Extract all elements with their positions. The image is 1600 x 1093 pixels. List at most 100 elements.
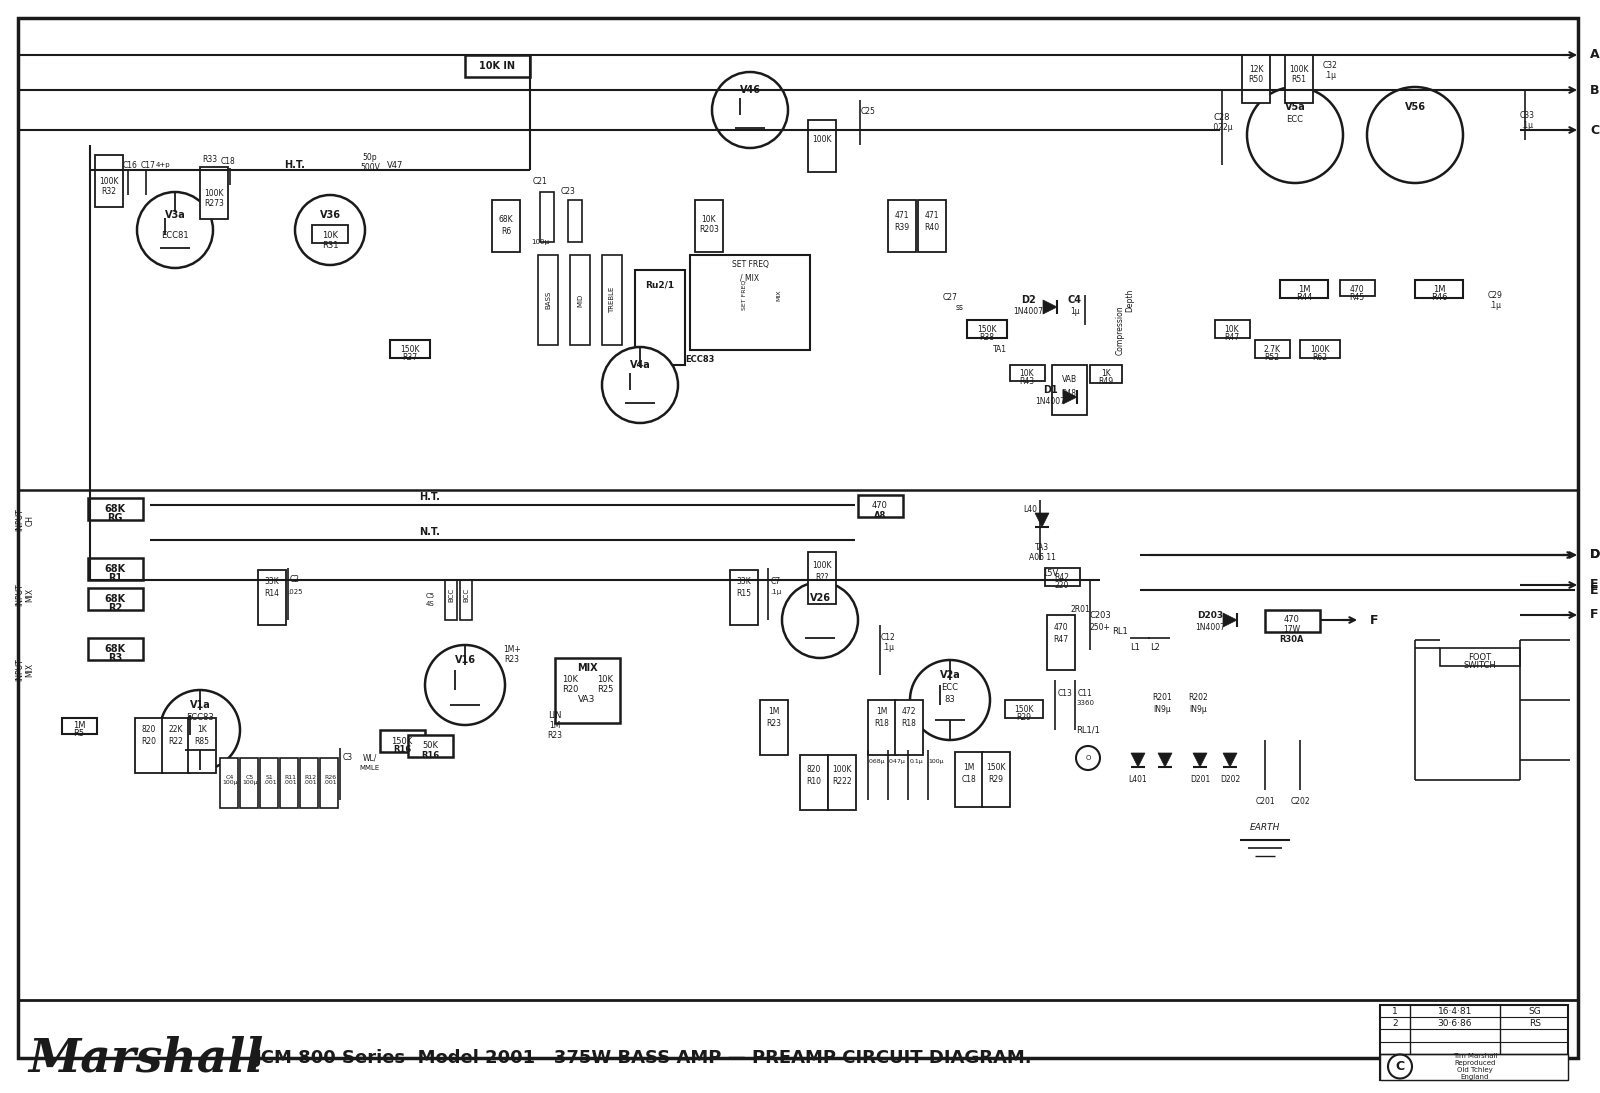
Text: 250+: 250+ [1090,623,1110,633]
Text: 50K: 50K [422,741,438,751]
Text: 2R01: 2R01 [1070,606,1090,614]
Text: 2: 2 [1392,1019,1398,1027]
Text: 17W: 17W [1283,625,1301,635]
Text: 100K: 100K [832,765,851,775]
Text: R50: R50 [1248,75,1264,84]
Text: R16: R16 [394,745,411,754]
Bar [1266,610,1320,632]
Text: MID: MID [578,293,582,307]
Text: RG: RG [107,513,123,522]
Text: 83: 83 [944,695,955,705]
Text: .1μ: .1μ [770,589,782,595]
Text: C2: C2 [290,576,301,585]
Bar [200,167,229,219]
Text: SET FREQ: SET FREQ [731,260,768,270]
Text: F: F [1590,609,1598,622]
Text: R42: R42 [1054,573,1069,581]
Text: R49: R49 [1099,377,1114,387]
Text: C13: C13 [1058,689,1072,697]
Text: R??: R?? [816,573,829,581]
Polygon shape [1043,299,1058,314]
Polygon shape [1222,613,1237,627]
Bar [134,718,163,773]
Circle shape [602,346,678,423]
Text: 1M+: 1M+ [502,646,522,655]
Text: C17: C17 [141,161,155,169]
Text: VA3: VA3 [578,695,595,705]
Text: WL/: WL/ [363,753,378,763]
Text: 4+p: 4+p [155,162,170,168]
Bar [189,718,216,773]
Text: SWITCH: SWITCH [1464,661,1496,670]
Text: C28: C28 [1214,114,1230,122]
Text: ECC: ECC [941,683,958,693]
Text: R16: R16 [421,751,438,760]
Bar [730,571,758,625]
Bar [62,718,98,734]
Bar [555,658,621,722]
Text: L1: L1 [1130,644,1139,653]
Text: R273: R273 [205,200,224,209]
Bar [301,759,318,808]
Text: 1M: 1M [1432,284,1445,294]
Text: 1M: 1M [768,707,779,717]
Bar [858,495,902,517]
Bar [493,200,520,252]
Text: BCC: BCC [462,588,469,602]
Circle shape [426,645,506,725]
Bar [808,552,835,604]
Text: R203: R203 [699,225,718,235]
Text: 1K: 1K [197,726,206,734]
Bar [1242,55,1270,103]
Text: RS: RS [1530,1019,1541,1027]
Text: 220: 220 [1054,580,1069,589]
Polygon shape [1131,753,1146,767]
Text: 10K: 10K [322,232,338,240]
Bar [1341,280,1374,296]
Text: 1N4007: 1N4007 [1013,307,1043,317]
Text: H.T.: H.T. [285,160,306,171]
Text: A06 11: A06 11 [1029,553,1056,563]
Text: VAB: VAB [1061,376,1077,385]
Text: R62: R62 [1312,353,1328,362]
Text: 1N4007: 1N4007 [1195,623,1226,633]
Text: V2a: V2a [939,670,960,680]
Bar [445,580,458,620]
Text: B: B [1590,83,1600,96]
Text: R51: R51 [1291,75,1307,84]
Bar [94,155,123,207]
Bar [162,718,190,773]
Text: Ru2/1: Ru2/1 [645,281,675,290]
Text: V3a: V3a [165,210,186,220]
Text: R10: R10 [806,777,821,787]
Text: 68K: 68K [104,504,125,514]
Bar [320,759,338,808]
Bar [258,571,286,625]
Bar [694,200,723,252]
Bar [390,340,430,359]
Bar [1280,280,1328,298]
Text: V26: V26 [810,593,830,603]
Text: 150K: 150K [986,764,1006,773]
Text: 100K: 100K [813,136,832,144]
Text: E: E [1590,584,1598,597]
Text: 1: 1 [1392,1007,1398,1015]
Text: 3360: 3360 [1075,700,1094,706]
Bar [381,730,426,752]
Bar [466,55,530,77]
Text: C5
100μ: C5 100μ [242,775,258,786]
Text: R18: R18 [901,719,917,729]
Text: MMLE: MMLE [360,765,381,771]
Text: R23: R23 [504,656,520,665]
Circle shape [1366,87,1462,183]
Text: C27: C27 [942,294,957,303]
Text: RL1/1: RL1/1 [1077,726,1099,734]
Text: SET FREQ: SET FREQ [741,280,747,310]
Text: SG: SG [1528,1007,1541,1015]
Text: 100K: 100K [813,561,832,569]
Bar [570,255,590,345]
Text: 100K: 100K [205,188,224,198]
Text: ECC: ECC [1286,116,1304,125]
Text: L401: L401 [1128,776,1147,785]
Bar [635,270,685,365]
